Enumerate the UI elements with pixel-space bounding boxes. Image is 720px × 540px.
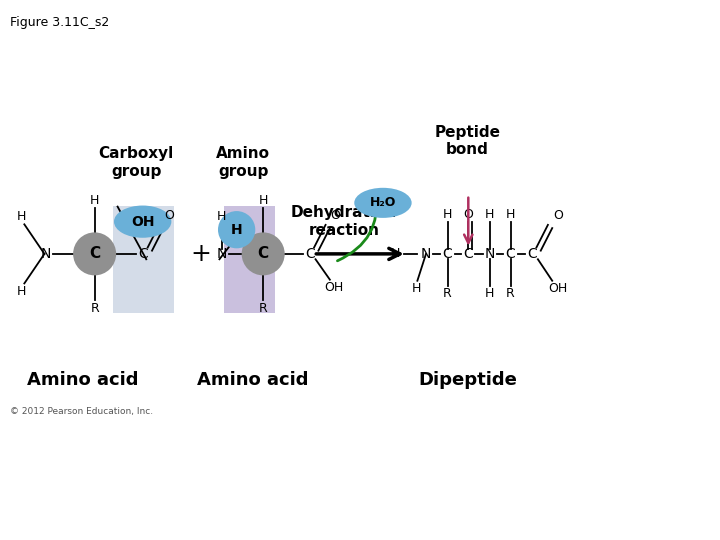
Text: N: N — [40, 247, 51, 261]
Text: C: C — [258, 246, 269, 261]
Text: C: C — [138, 247, 148, 261]
Text: H: H — [90, 194, 99, 207]
Text: R: R — [506, 287, 515, 300]
FancyBboxPatch shape — [224, 206, 275, 313]
Text: H: H — [443, 207, 452, 221]
Text: Amino
group: Amino group — [216, 146, 270, 179]
FancyBboxPatch shape — [112, 206, 174, 313]
Text: H: H — [217, 210, 226, 223]
Text: Dipeptide: Dipeptide — [418, 371, 517, 389]
Text: R: R — [443, 287, 452, 300]
Text: C: C — [443, 247, 452, 261]
Text: © 2012 Pearson Education, Inc.: © 2012 Pearson Education, Inc. — [10, 407, 153, 416]
Text: O: O — [464, 207, 473, 221]
Text: H: H — [17, 210, 26, 223]
Text: H₂O: H₂O — [370, 197, 396, 210]
Text: Amino acid: Amino acid — [27, 371, 138, 389]
Text: R: R — [258, 302, 268, 315]
Text: H: H — [17, 285, 26, 298]
Text: OH: OH — [325, 281, 344, 294]
Text: C: C — [505, 247, 516, 261]
Text: N: N — [485, 247, 495, 261]
Text: N: N — [420, 247, 431, 261]
Ellipse shape — [114, 206, 171, 238]
Text: C: C — [527, 247, 537, 261]
Ellipse shape — [242, 232, 284, 275]
Ellipse shape — [354, 188, 412, 218]
Text: H: H — [485, 207, 495, 221]
Text: +: + — [190, 242, 211, 266]
Ellipse shape — [73, 232, 116, 275]
Ellipse shape — [218, 211, 256, 248]
Text: Carboxyl
group: Carboxyl group — [99, 146, 174, 179]
Text: Peptide
bond: Peptide bond — [435, 125, 500, 157]
Text: Figure 3.11C_s2: Figure 3.11C_s2 — [10, 16, 109, 30]
Text: OH: OH — [131, 215, 154, 228]
Text: Dehydration
reaction: Dehydration reaction — [291, 205, 397, 238]
Text: Amino acid: Amino acid — [197, 371, 308, 389]
Text: H: H — [485, 287, 495, 300]
Text: H: H — [231, 222, 243, 237]
Text: O: O — [330, 208, 341, 222]
Text: C: C — [305, 247, 315, 261]
Text: C: C — [464, 247, 473, 261]
Text: C: C — [89, 246, 100, 261]
Text: R: R — [90, 302, 99, 315]
Text: H: H — [411, 282, 420, 295]
Text: H: H — [258, 194, 268, 207]
Text: H: H — [391, 247, 400, 260]
Text: N: N — [217, 247, 227, 261]
Text: H: H — [506, 207, 516, 221]
Text: O: O — [164, 208, 174, 222]
Text: OH: OH — [549, 282, 567, 295]
Text: O: O — [553, 208, 563, 222]
